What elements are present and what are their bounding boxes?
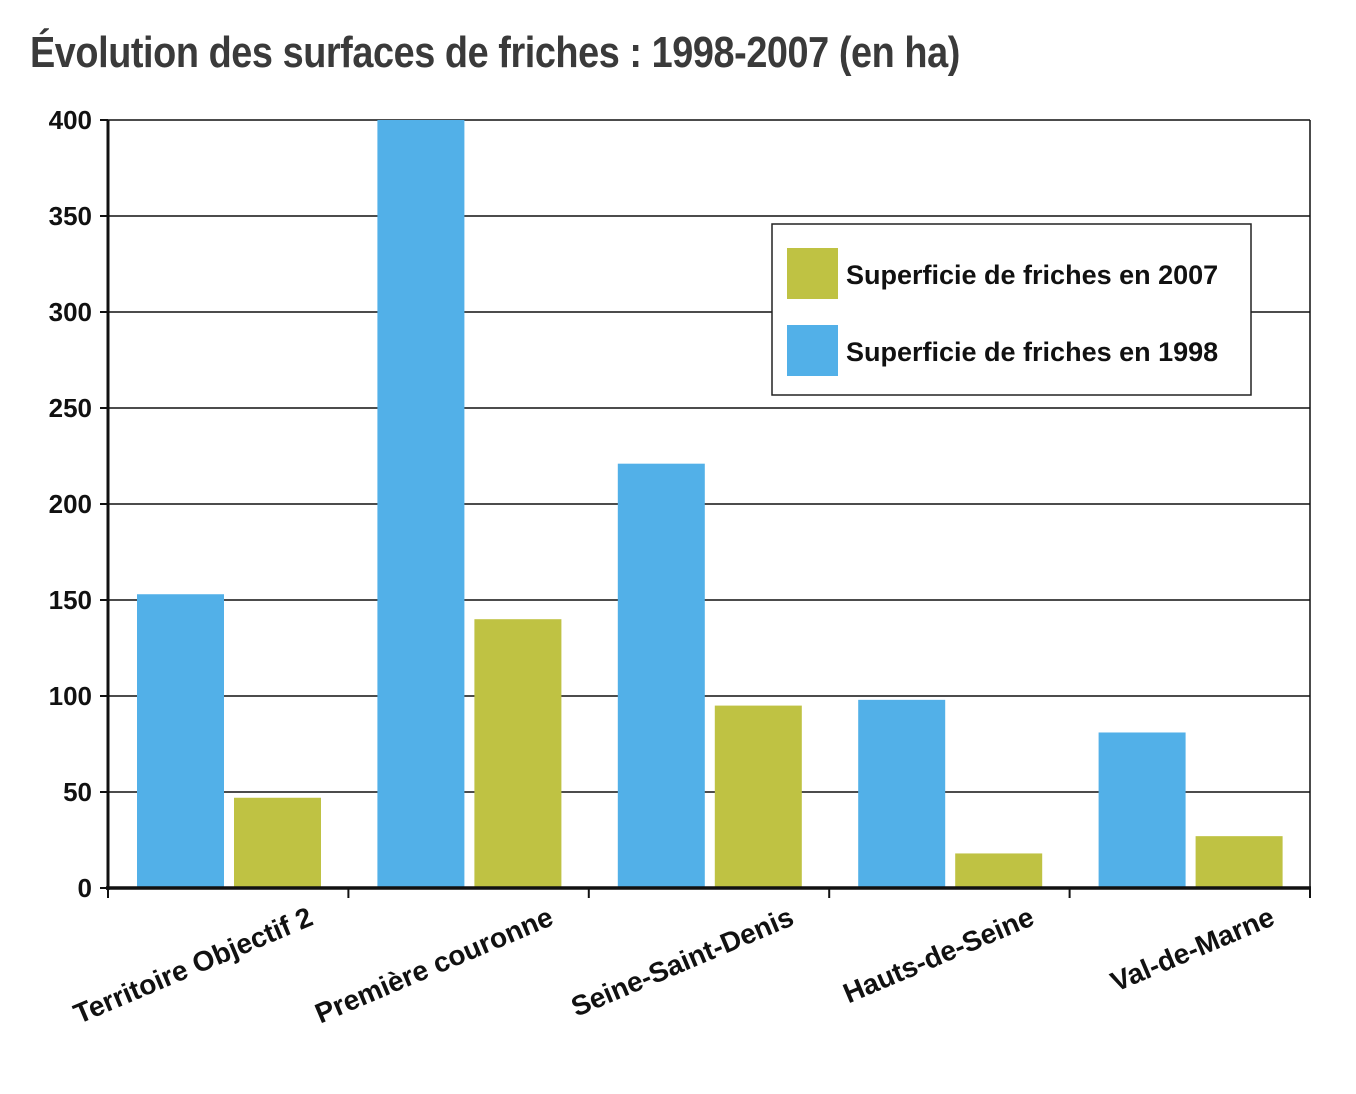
- legend-label-1: Superficie de friches en 2007: [846, 260, 1218, 290]
- x-category-label-4: Val-de-Marne: [1106, 901, 1279, 998]
- y-tick-label-250: 250: [49, 393, 92, 423]
- legend: Superficie de friches en 2007 Superficie …: [771, 223, 1252, 396]
- bar-1998-1: [377, 120, 465, 888]
- bar-2007-0: [234, 797, 321, 888]
- bar-1998-0: [137, 594, 224, 888]
- grid-lines: [108, 119, 1310, 793]
- y-tick-label-300: 300: [49, 297, 92, 327]
- x-category-label-3: Hauts-de-Seine: [839, 901, 1039, 1009]
- bars: [137, 120, 1283, 888]
- bar-1998-3: [858, 699, 946, 888]
- y-tick-label-200: 200: [49, 489, 92, 519]
- y-tick-label-0: 0: [78, 873, 92, 903]
- axes: [100, 119, 1311, 898]
- bar-2007-2: [714, 705, 802, 888]
- y-tick-label-50: 50: [63, 777, 92, 807]
- bar-2007-4: [1195, 836, 1283, 888]
- y-tick-label-400: 400: [49, 105, 92, 135]
- bar-1998-2: [617, 463, 705, 888]
- x-category-label-2: Seine-Saint-Denis: [567, 901, 798, 1023]
- legend-swatch-1: [787, 248, 838, 299]
- y-tick-label-350: 350: [49, 201, 92, 231]
- bar-2007-1: [474, 619, 562, 888]
- y-tick-label-100: 100: [49, 681, 92, 711]
- y-tick-labels: 0 50 100 150 200 250 300 350 400: [49, 105, 92, 903]
- legend-label-0: Superficie de friches en 1998: [846, 337, 1218, 367]
- bar-2007-3: [955, 853, 1043, 888]
- legend-box: [771, 223, 1252, 396]
- chart-title: Évolution des surfaces de friches : 1998…: [30, 28, 960, 77]
- y-tick-label-150: 150: [49, 585, 92, 615]
- x-category-label-0: Territoire Objectif 2: [69, 901, 317, 1030]
- x-category-label-1: Première couronne: [310, 901, 557, 1029]
- legend-swatch-0: [787, 325, 838, 376]
- bar-1998-4: [1098, 732, 1186, 888]
